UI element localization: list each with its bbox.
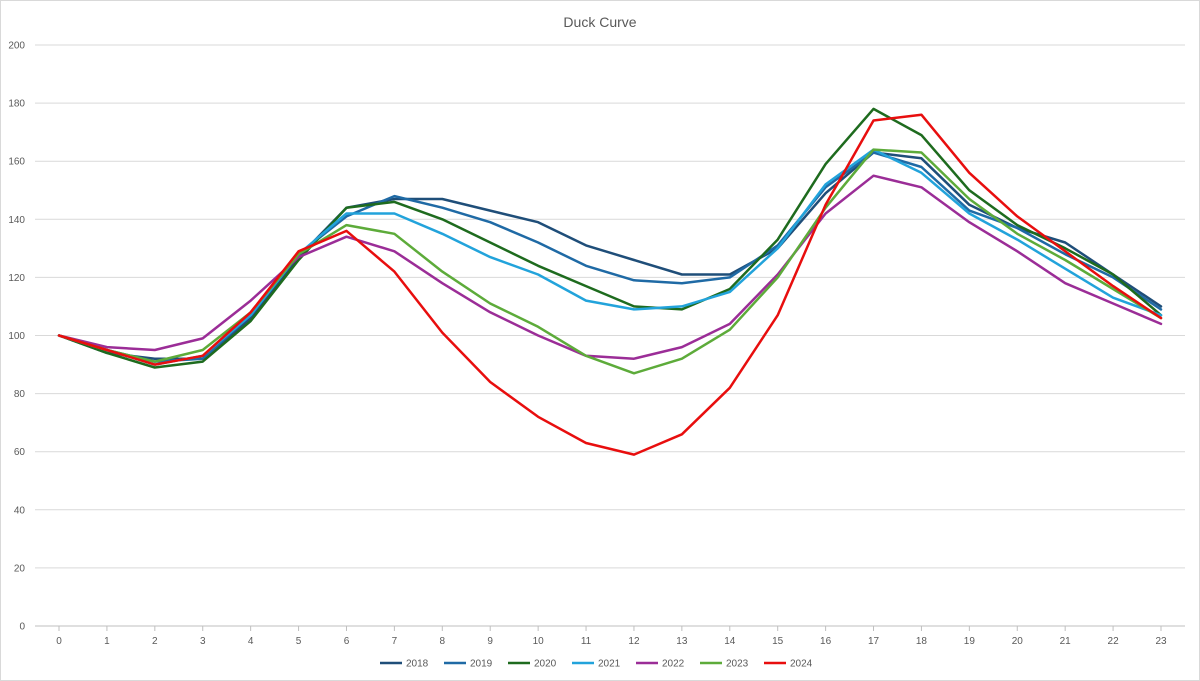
series-line-2024 (57, 113, 1163, 456)
x-tick-label: 9 (487, 636, 493, 647)
x-tick-label: 12 (628, 636, 640, 647)
x-tick-label: 19 (964, 636, 976, 647)
x-tick-label: 1 (104, 636, 110, 647)
x-tick-label: 23 (1155, 636, 1167, 647)
x-tick-label: 22 (1108, 636, 1120, 647)
y-tick-label: 180 (8, 99, 25, 110)
legend-label-2021: 2021 (598, 659, 621, 670)
series-lines (57, 107, 1163, 456)
x-tick-label: 7 (392, 636, 398, 647)
y-tick-label: 80 (14, 389, 26, 400)
x-tick-label: 4 (248, 636, 254, 647)
series-line-2022 (57, 174, 1163, 360)
y-tick-label: 20 (14, 563, 26, 574)
x-tick-label: 21 (1060, 636, 1072, 647)
y-tick-label: 160 (8, 157, 25, 168)
x-tick-label: 15 (772, 636, 784, 647)
y-tick-label: 200 (8, 41, 25, 52)
x-tick-label: 11 (581, 636, 592, 647)
x-tick-label: 2 (152, 636, 158, 647)
legend-label-2020: 2020 (534, 659, 557, 670)
y-tick-label: 60 (14, 447, 26, 458)
legend-label-2022: 2022 (662, 659, 685, 670)
series-line-2018 (57, 151, 1163, 360)
x-tick-label: 6 (344, 636, 350, 647)
legend-label-2018: 2018 (406, 659, 429, 670)
y-tick-label: 100 (8, 331, 25, 342)
y-tick-label: 120 (8, 273, 25, 284)
x-tick-label: 5 (296, 636, 302, 647)
legend-label-2024: 2024 (790, 659, 813, 670)
legend: 2018 2019 2020 2021 2022 2023 2024 (380, 659, 813, 670)
series-line-2021 (57, 148, 1163, 366)
series-line-2020 (57, 107, 1163, 369)
x-tick-label: 8 (440, 636, 446, 647)
x-tick-label: 16 (820, 636, 832, 647)
x-tick-label: 17 (868, 636, 880, 647)
y-tick-label: 40 (14, 505, 26, 516)
y-tick-label: 0 (19, 622, 25, 633)
y-tick-label: 140 (8, 215, 25, 226)
x-tick-label: 13 (676, 636, 688, 647)
x-tick-label: 18 (916, 636, 928, 647)
x-tick-label: 14 (724, 636, 736, 647)
series-line-2019 (57, 151, 1163, 363)
x-tick-label: 3 (200, 636, 206, 647)
chart-title: Duck Curve (563, 14, 636, 30)
x-tick-label: 20 (1012, 636, 1024, 647)
legend-label-2023: 2023 (726, 659, 749, 670)
legend-label-2019: 2019 (470, 659, 493, 670)
x-tick-label: 0 (56, 636, 62, 647)
x-tick-label: 10 (533, 636, 545, 647)
